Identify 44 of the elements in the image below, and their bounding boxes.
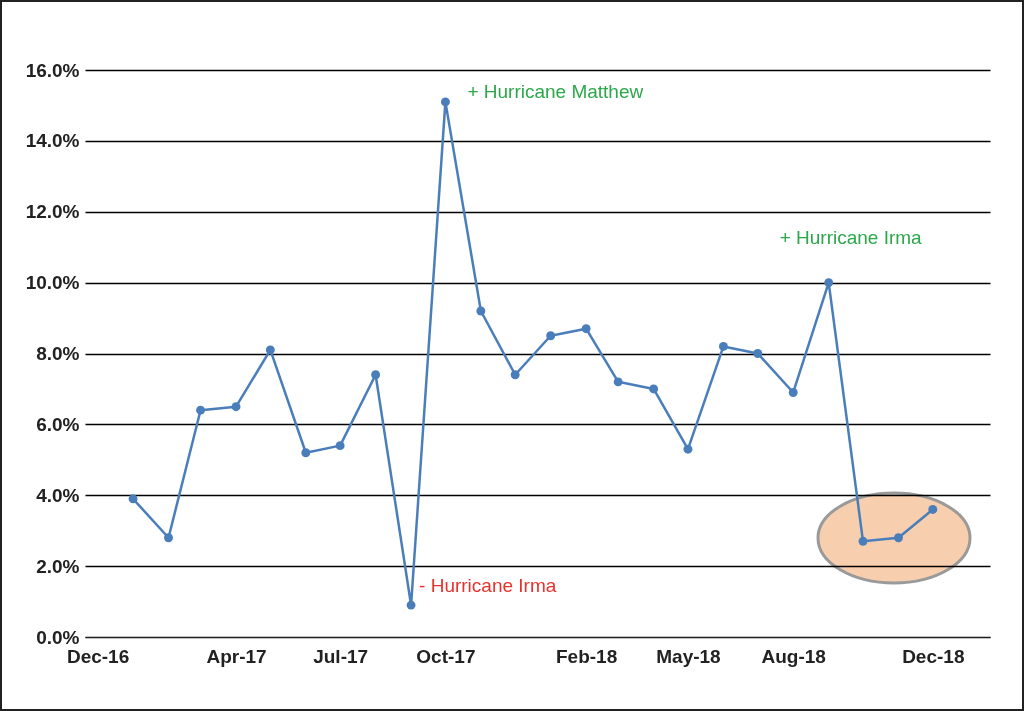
point [718, 341, 728, 351]
point [753, 349, 763, 358]
point [231, 402, 241, 412]
x-tick-label: Apr-17 [206, 645, 267, 667]
y-tick-label: 2.0% [36, 555, 80, 577]
y-tick-label: 10.0% [25, 272, 80, 294]
y-tick-label: 12.0% [25, 201, 80, 223]
point [581, 324, 591, 334]
point [683, 444, 693, 454]
point [301, 448, 311, 458]
point [858, 536, 868, 546]
point [788, 388, 798, 397]
point [613, 377, 623, 387]
y-tick-label: 6.0% [36, 413, 80, 435]
point [510, 370, 520, 380]
x-tick-label: Feb-18 [556, 645, 618, 667]
x-tick-label: Oct-17 [416, 645, 476, 667]
point [406, 600, 416, 610]
y-tick-label: 0.0% [36, 626, 80, 648]
annotation: + Hurricane Matthew [467, 80, 644, 102]
x-tick-label: May-18 [656, 645, 721, 667]
y-tick-label: 16.0% [25, 59, 80, 81]
annotation: + Hurricane Irma [779, 226, 923, 248]
point [546, 331, 556, 341]
point [894, 533, 903, 543]
x-tick-label: Dec-16 [66, 645, 130, 667]
point [164, 533, 173, 543]
point [649, 384, 659, 394]
y-tick-label: 14.0% [25, 130, 80, 152]
x-tick-label: Jul-17 [313, 645, 369, 667]
annotation: - Hurricane Irma [419, 575, 557, 597]
x-tick-label: Dec-18 [902, 645, 965, 667]
point [196, 405, 206, 415]
y-tick-label: 8.0% [36, 343, 80, 364]
point [335, 441, 345, 451]
y-tick-label: 4.0% [36, 484, 80, 506]
point [476, 306, 486, 316]
point [928, 504, 938, 514]
point [440, 97, 450, 107]
point [824, 278, 834, 288]
x-tick-label: Aug-18 [761, 645, 826, 667]
point [265, 345, 275, 355]
point [128, 494, 138, 504]
point [371, 370, 381, 380]
